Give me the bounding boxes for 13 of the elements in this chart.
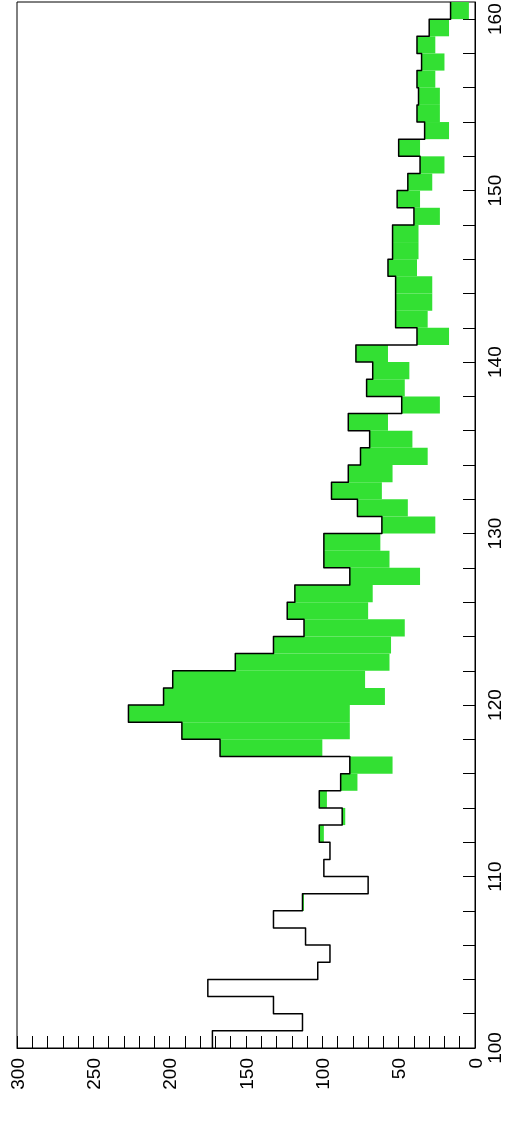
x-tick-label: 250 (82, 1058, 104, 1090)
x-tick-label: 0 (464, 1058, 486, 1069)
x-tick-label: 150 (235, 1058, 257, 1090)
x-tick-label: 50 (388, 1058, 410, 1080)
y-tick-label: 130 (484, 517, 505, 550)
y-tick-label: 150 (484, 174, 505, 207)
y-tick-label: 120 (484, 689, 505, 721)
y-tick-label: 110 (484, 861, 505, 892)
x-tick-label: 200 (159, 1058, 181, 1090)
x-tick-label: 300 (6, 1058, 28, 1090)
x-tick-label: 100 (311, 1058, 333, 1090)
y-tick-label: 160 (484, 3, 505, 35)
y-tick-label: 140 (484, 346, 505, 378)
